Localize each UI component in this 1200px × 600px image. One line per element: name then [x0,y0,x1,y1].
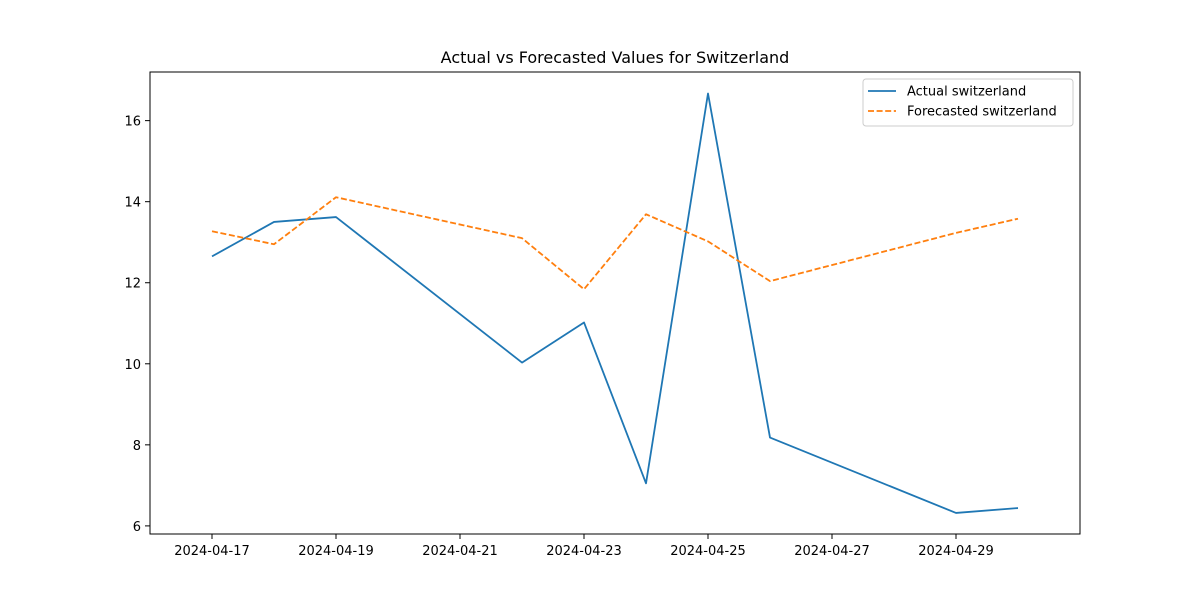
x-tick-label-1: 2024-04-19 [298,544,374,559]
series-point-1-8 [954,230,959,235]
series-point-0-2 [334,215,339,220]
series-point-1-7 [768,279,773,284]
x-axis: 2024-04-17 2024-04-19 2024-04-21 2024-04-23… [174,534,994,559]
series-point-1-6 [706,239,711,244]
x-tick-label-5: 2024-04-27 [794,544,870,559]
plot-area [149,71,1081,535]
x-tick-label-4: 2024-04-25 [670,544,746,559]
series-point-0-8 [954,511,959,516]
series-point-0-3 [520,360,525,365]
series-point-1-3 [520,236,525,241]
series-point-1-9 [1016,216,1021,221]
series-point-1-1 [272,242,277,247]
y-axis: 6 8 10 12 14 16 [124,115,150,535]
series-point-0-4 [582,320,587,325]
y-tick-label-5: 16 [124,115,141,130]
x-tick-label-3: 2024-04-23 [546,544,622,559]
series-point-1-4 [582,287,587,292]
y-tick-label-0: 6 [133,520,141,535]
series-line-1 [211,196,1019,291]
legend-box [862,78,1074,127]
y-tick-label-1: 8 [133,439,141,454]
series-point-0-5 [644,481,649,486]
chart-title: Actual vs Forecasted Values for Switzerl… [441,48,790,67]
y-tick-label-2: 10 [124,358,141,373]
series-point-0-1 [272,220,277,225]
legend: Actual switzerland Forecasted switzerland [862,78,1074,127]
series-point-1-5 [644,212,649,217]
axes-frame [149,71,1081,535]
legend-label-1: Forecasted switzerland [907,105,1057,120]
y-tick-label-3: 12 [124,277,141,292]
x-tick-label-2: 2024-04-21 [422,544,498,559]
legend-label-0: Actual switzerland [907,85,1026,100]
x-tick-label-6: 2024-04-29 [918,544,994,559]
series-point-0-7 [768,435,773,440]
series-line-0 [211,92,1019,514]
series-point-1-2 [334,195,339,200]
series-point-0-0 [210,254,215,259]
x-tick-label-0: 2024-04-17 [174,544,250,559]
series-point-0-9 [1016,506,1021,511]
series-point-0-6 [706,91,711,96]
y-tick-label-4: 14 [124,196,141,211]
series-point-1-0 [210,229,215,234]
